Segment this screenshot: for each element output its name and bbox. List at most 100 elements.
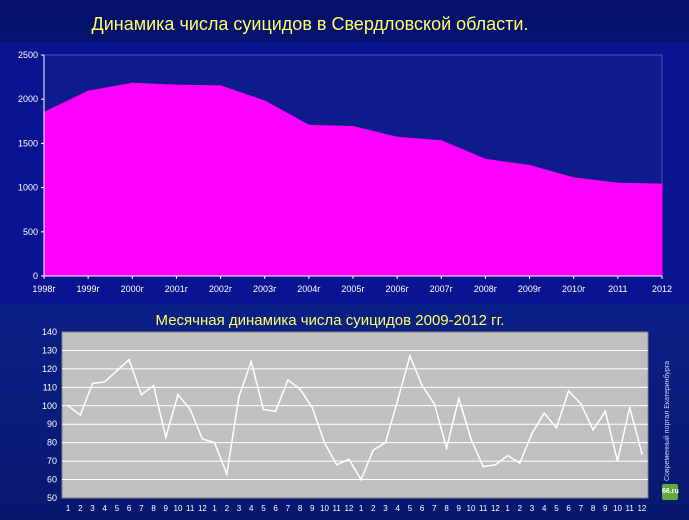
monthly-data-point	[116, 369, 118, 372]
monthly-x-tick-label: 2	[371, 504, 376, 513]
monthly-y-tick-label: 60	[47, 475, 57, 485]
monthly-x-tick-label: 10	[174, 504, 183, 513]
monthly-x-tick-label: 6	[127, 504, 132, 513]
monthly-data-point	[311, 406, 314, 409]
monthly-x-tick-label: 4	[542, 504, 547, 513]
monthly-x-tick-label: 1	[359, 504, 364, 513]
monthly-data-point	[335, 463, 338, 466]
monthly-line-series	[67, 353, 643, 482]
monthly-data-point	[189, 408, 192, 411]
monthly-data-point	[287, 379, 289, 381]
monthly-x-tick-label: 9	[310, 504, 315, 513]
annual-x-tick-label: 2007г	[430, 284, 454, 294]
monthly-data-point	[164, 436, 167, 438]
monthly-x-tick-label: 10	[320, 504, 329, 513]
monthly-x-tick-label: 12	[198, 504, 207, 513]
monthly-x-tick-label: 6	[566, 504, 571, 513]
monthly-x-tick-label: 11	[479, 504, 488, 513]
monthly-x-tick-label: 2	[518, 504, 523, 513]
annual-x-tick-label: 2012	[652, 284, 672, 294]
monthly-data-point	[91, 382, 94, 385]
annual-x-tick-label: 2001г	[165, 284, 189, 294]
monthly-data-point	[238, 395, 240, 398]
monthly-data-point	[482, 465, 485, 468]
monthly-data-point	[140, 393, 143, 396]
monthly-x-tick-label: 11	[626, 504, 635, 513]
monthly-x-tick-label: 4	[103, 504, 108, 513]
monthly-x-tick-label: 12	[637, 504, 646, 513]
monthly-data-point	[372, 449, 375, 451]
annual-data-point	[131, 82, 134, 85]
monthly-data-point	[470, 438, 472, 440]
monthly-y-tick-label: 110	[43, 382, 57, 392]
monthly-data-point	[384, 441, 387, 444]
monthly-x-tick-label: 8	[444, 504, 449, 513]
annual-y-tick-label: 1500	[18, 138, 38, 148]
annual-y-tick-label: 1000	[18, 183, 38, 193]
monthly-x-tick-label: 3	[383, 504, 388, 513]
annual-x-tick-label: 2009г	[518, 284, 542, 294]
monthly-x-tick-label: 5	[261, 504, 266, 513]
annual-data-point	[396, 136, 398, 138]
monthly-x-tick-label: 1	[66, 504, 71, 513]
monthly-x-tick-label: 5	[408, 504, 413, 513]
monthly-data-point	[580, 403, 582, 405]
annual-y-tick-label: 500	[23, 227, 38, 237]
monthly-x-tick-label: 12	[491, 504, 500, 513]
monthly-x-tick-label: 10	[613, 504, 622, 513]
monthly-data-point	[177, 393, 179, 396]
monthly-x-tick-label: 1	[212, 504, 217, 513]
monthly-x-tick-label: 9	[164, 504, 169, 513]
annual-y-tick-label: 2000	[18, 94, 38, 104]
monthly-data-point	[409, 355, 411, 357]
annual-y-tick-label: 2500	[18, 50, 38, 60]
monthly-data-point	[360, 478, 362, 481]
monthly-x-tick-label: 9	[603, 504, 608, 513]
main-chart-title: Динамика числа суицидов в Свердловской о…	[91, 14, 529, 34]
monthly-x-tick-label: 7	[286, 504, 291, 513]
monthly-data-point	[67, 404, 69, 407]
monthly-data-point	[531, 432, 533, 435]
monthly-data-point	[567, 390, 570, 392]
monthly-x-tick-label: 12	[344, 504, 353, 513]
monthly-x-tick-label: 7	[139, 504, 144, 513]
monthly-x-tick-label: 10	[467, 504, 476, 513]
monthly-data-point	[433, 403, 436, 405]
annual-data-point	[219, 85, 222, 87]
monthly-chart-title: Месячная динамика числа суицидов 2009-20…	[155, 312, 505, 329]
annual-data-point	[87, 90, 89, 92]
monthly-data-point	[555, 427, 558, 429]
annual-data-point	[572, 177, 575, 179]
annual-data-point	[617, 182, 619, 184]
monthly-x-tick-label: 6	[273, 504, 278, 513]
monthly-data-point	[250, 360, 253, 363]
monthly-y-tick-label: 140	[42, 327, 57, 337]
monthly-x-tick-label: 9	[457, 504, 462, 513]
annual-x-tick-label: 1998г	[32, 284, 56, 294]
monthly-data-point	[262, 408, 265, 411]
monthly-x-tick-label: 11	[186, 504, 195, 513]
monthly-y-tick-label: 100	[42, 401, 57, 411]
annual-x-tick-label: 2008г	[474, 284, 498, 294]
monthly-x-tick-label: 4	[396, 504, 401, 513]
portal-logo-badge: 66.ru	[662, 484, 679, 500]
monthly-y-tick-label: 50	[47, 493, 57, 503]
monthly-data-point	[396, 399, 399, 402]
monthly-data-point	[274, 410, 277, 413]
annual-y-tick-label: 0	[33, 271, 38, 281]
monthly-data-point	[641, 452, 643, 455]
monthly-data-point	[592, 428, 594, 431]
monthly-data-point	[299, 388, 301, 391]
monthly-data-point	[201, 438, 204, 440]
annual-data-point	[175, 84, 178, 86]
annual-x-tick-label: 1999г	[76, 284, 100, 294]
annual-data-point	[263, 100, 266, 102]
monthly-data-point	[103, 380, 106, 383]
monthly-x-tick-label: 8	[591, 504, 596, 513]
monthly-data-point	[79, 414, 82, 416]
annual-data-point	[661, 183, 663, 185]
monthly-data-point	[421, 384, 423, 387]
monthly-y-tick-label: 120	[42, 364, 57, 374]
monthly-x-tick-label: 2	[225, 504, 230, 513]
